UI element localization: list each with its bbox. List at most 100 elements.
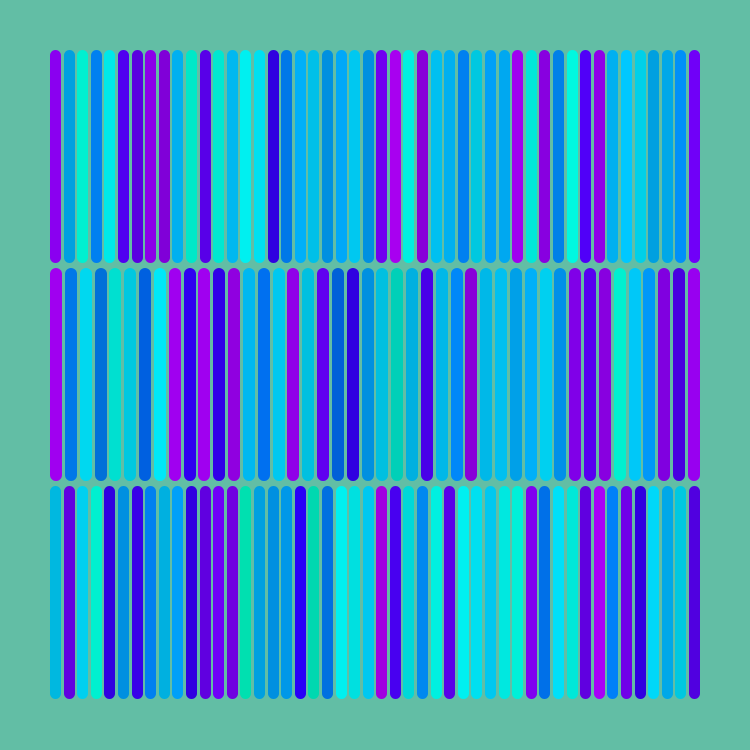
bar bbox=[335, 486, 347, 699]
bar bbox=[94, 268, 107, 481]
bar bbox=[257, 268, 270, 481]
bar bbox=[281, 486, 293, 699]
bar bbox=[90, 486, 102, 699]
bar bbox=[498, 50, 510, 263]
bar bbox=[450, 268, 463, 481]
bar bbox=[457, 486, 469, 699]
bar bbox=[580, 50, 592, 263]
bar bbox=[539, 486, 551, 699]
bar bbox=[139, 268, 152, 481]
bar bbox=[302, 268, 315, 481]
bar bbox=[539, 50, 551, 263]
bar bbox=[648, 486, 660, 699]
bar bbox=[634, 486, 646, 699]
bar bbox=[63, 50, 75, 263]
bar bbox=[643, 268, 656, 481]
bar bbox=[321, 486, 333, 699]
bar bbox=[648, 50, 660, 263]
bar bbox=[117, 486, 129, 699]
bar bbox=[145, 50, 157, 263]
bar bbox=[335, 50, 347, 263]
bar bbox=[444, 50, 456, 263]
bar bbox=[213, 486, 225, 699]
bar bbox=[420, 268, 433, 481]
bar bbox=[403, 486, 415, 699]
bar bbox=[417, 50, 429, 263]
bar bbox=[525, 50, 537, 263]
bar bbox=[242, 268, 255, 481]
bar bbox=[376, 486, 388, 699]
bar bbox=[593, 486, 605, 699]
bar bbox=[689, 486, 700, 699]
bar bbox=[349, 50, 361, 263]
bar bbox=[512, 486, 524, 699]
bar bbox=[389, 50, 401, 263]
bar bbox=[168, 268, 181, 481]
bar bbox=[569, 268, 582, 481]
bar bbox=[90, 50, 102, 263]
bar bbox=[77, 50, 89, 263]
bar bbox=[430, 50, 442, 263]
bar bbox=[593, 50, 605, 263]
bar bbox=[109, 268, 122, 481]
bar bbox=[281, 50, 293, 263]
bar bbox=[50, 486, 61, 699]
bar bbox=[621, 486, 633, 699]
bar bbox=[199, 50, 211, 263]
bar bbox=[465, 268, 478, 481]
bar bbox=[524, 268, 537, 481]
bar bbox=[131, 50, 143, 263]
bar bbox=[553, 486, 565, 699]
bar bbox=[495, 268, 508, 481]
bar bbox=[634, 50, 646, 263]
bar bbox=[267, 50, 279, 263]
bar bbox=[294, 486, 306, 699]
bar bbox=[117, 50, 129, 263]
bar bbox=[417, 486, 429, 699]
bar bbox=[471, 486, 483, 699]
bar-row-1 bbox=[50, 50, 700, 263]
bar bbox=[480, 268, 493, 481]
bar bbox=[362, 50, 374, 263]
bar bbox=[64, 268, 77, 481]
bar bbox=[362, 486, 374, 699]
bar bbox=[331, 268, 344, 481]
bar bbox=[104, 486, 116, 699]
bar bbox=[661, 50, 673, 263]
bar-row-3 bbox=[50, 486, 700, 699]
bar bbox=[317, 268, 330, 481]
bar bbox=[661, 486, 673, 699]
bar bbox=[628, 268, 641, 481]
bar bbox=[512, 50, 524, 263]
bar bbox=[613, 268, 626, 481]
bar bbox=[267, 486, 279, 699]
bar bbox=[308, 50, 320, 263]
bar bbox=[607, 486, 619, 699]
bar bbox=[349, 486, 361, 699]
bar bbox=[131, 486, 143, 699]
bar bbox=[104, 50, 116, 263]
bar bbox=[403, 50, 415, 263]
bar bbox=[240, 50, 252, 263]
bar bbox=[658, 268, 671, 481]
bar bbox=[172, 486, 184, 699]
bar bbox=[584, 268, 597, 481]
bar bbox=[688, 268, 700, 481]
bar bbox=[485, 50, 497, 263]
bar bbox=[226, 486, 238, 699]
bar bbox=[689, 50, 700, 263]
bar bbox=[294, 50, 306, 263]
bar bbox=[554, 268, 567, 481]
bar bbox=[308, 486, 320, 699]
bar bbox=[213, 268, 226, 481]
bar bbox=[50, 268, 62, 481]
bar bbox=[228, 268, 241, 481]
bar bbox=[539, 268, 552, 481]
bar bbox=[444, 486, 456, 699]
bar bbox=[185, 50, 197, 263]
bar bbox=[566, 50, 578, 263]
bar bbox=[185, 486, 197, 699]
bar bbox=[525, 486, 537, 699]
bar bbox=[580, 486, 592, 699]
bar bbox=[675, 486, 687, 699]
